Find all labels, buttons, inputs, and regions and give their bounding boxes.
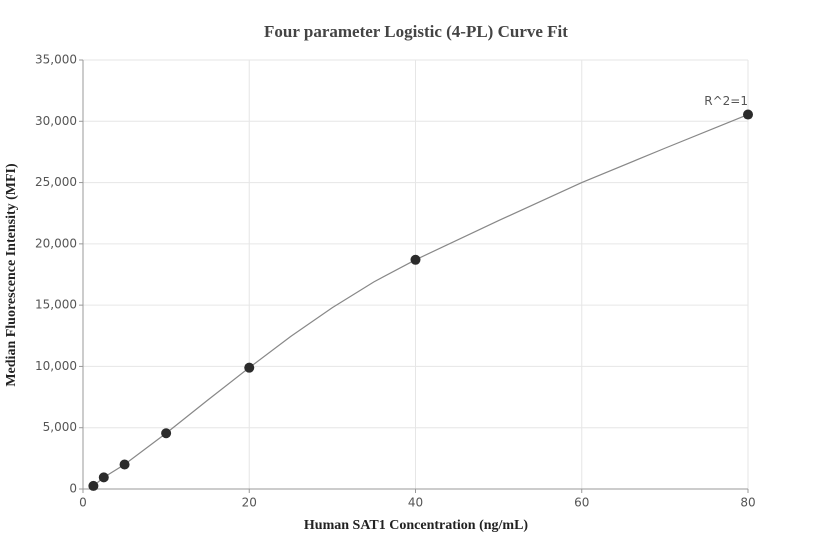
x-axis-label: Human SAT1 Concentration (ng/mL) <box>304 518 528 533</box>
y-tick-label: 35,000 <box>35 53 77 67</box>
point <box>119 459 130 470</box>
point <box>88 480 99 491</box>
point <box>410 254 421 265</box>
point <box>244 362 255 373</box>
y-tick-label: 15,000 <box>35 298 77 312</box>
point <box>98 472 109 483</box>
x-tick-label: 80 <box>740 496 755 510</box>
x-tick-label: 0 <box>79 496 87 510</box>
y-tick-label: 10,000 <box>35 359 77 373</box>
y-tick-label: 30,000 <box>35 114 77 128</box>
y-tick-label: 20,000 <box>35 236 77 250</box>
x-tick-label: 60 <box>574 496 589 510</box>
fit-curve <box>93 113 749 487</box>
x-tick-label: 20 <box>242 496 257 510</box>
point <box>161 428 172 439</box>
y-axis-label: Median Fluorescence Intensity (MFI) <box>4 163 19 387</box>
y-tick-label: 0 <box>69 482 77 496</box>
point <box>743 109 753 120</box>
x-tick-label: 40 <box>408 496 423 510</box>
y-tick-label: 25,000 <box>35 175 77 189</box>
chart-title: Four parameter Logistic (4-PL) Curve Fit <box>264 22 568 41</box>
y-tick-label: 5,000 <box>43 420 77 434</box>
annotation: R^2=1 <box>704 94 748 108</box>
